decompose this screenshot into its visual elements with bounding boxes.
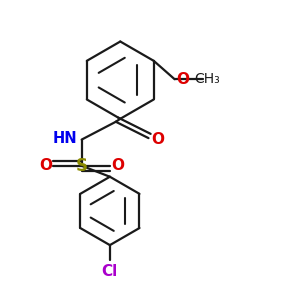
Text: O: O: [39, 158, 52, 173]
Text: HN: HN: [52, 131, 77, 146]
Text: O: O: [111, 158, 124, 173]
Text: Cl: Cl: [102, 263, 118, 278]
Text: O: O: [176, 72, 189, 87]
Text: CH₃: CH₃: [194, 72, 220, 86]
Text: O: O: [152, 131, 164, 146]
Text: S: S: [76, 157, 88, 175]
